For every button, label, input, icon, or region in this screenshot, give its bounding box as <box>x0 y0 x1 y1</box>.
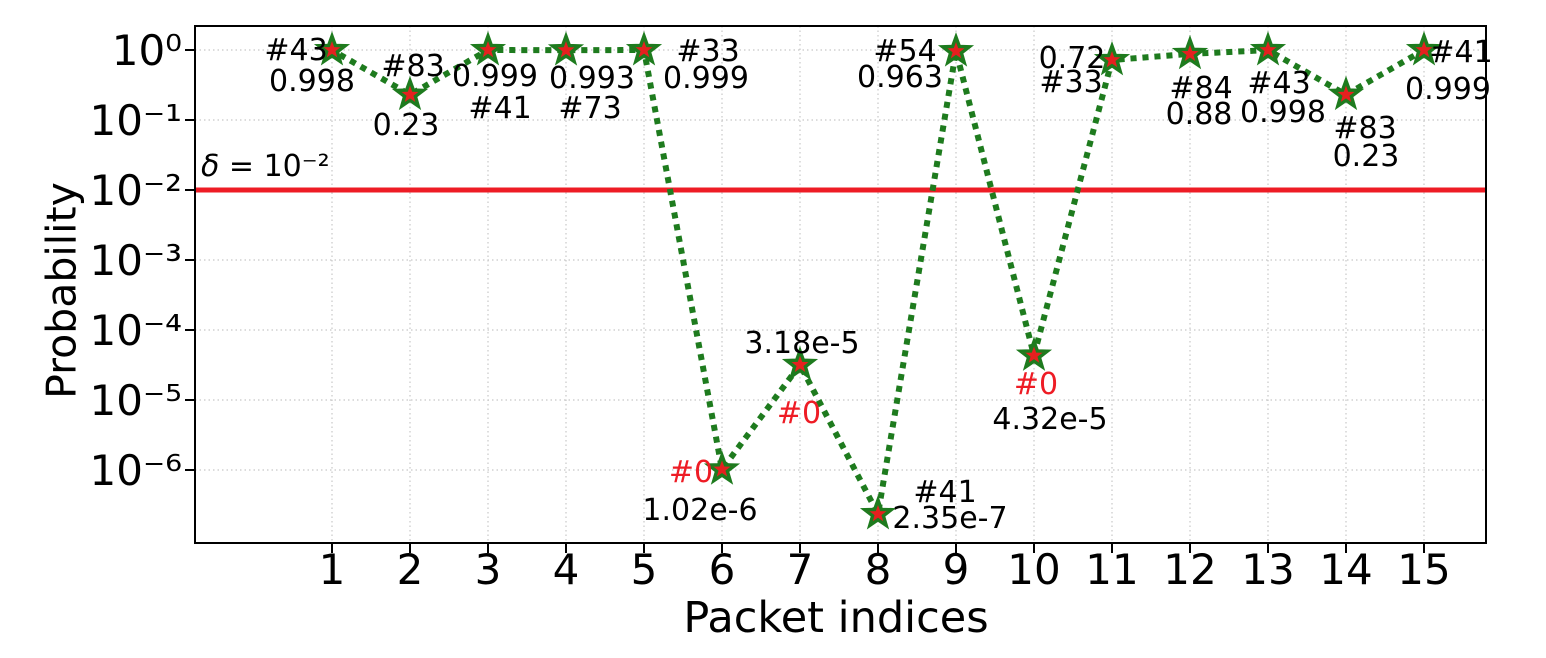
y-tick-label: 10⁻² <box>90 166 182 215</box>
point-value-annotation: 0.23 <box>1333 139 1400 174</box>
point-value-annotation: 0.999 <box>452 59 538 94</box>
point-value-annotation: 0.88 <box>1166 97 1233 132</box>
point-id-annotation: #83 <box>381 49 444 84</box>
x-tick-label: 15 <box>1397 545 1450 594</box>
x-tick-label: 3 <box>475 545 502 594</box>
point-value-annotation: 0.998 <box>1240 95 1326 130</box>
point-id-annotation: #43 <box>264 33 327 68</box>
point-id-annotation: #0 <box>777 396 821 431</box>
star-marker <box>1171 34 1209 70</box>
point-annotations: #430.998 #830.23 #410.999#730.993#330.999#… <box>264 33 1492 536</box>
y-tick-label: 10⁻⁶ <box>90 446 182 495</box>
point-value-annotation: 0.72 <box>1039 41 1106 76</box>
x-tick-label: 5 <box>631 545 658 594</box>
point-value-annotation: 0.999 <box>663 61 749 96</box>
delta-threshold-label: δ = 10⁻² <box>201 149 330 184</box>
star-marker <box>1249 31 1287 66</box>
star-marker <box>1327 75 1365 111</box>
y-tick-label: 10⁻⁵ <box>90 376 182 425</box>
point-id-annotation: #73 <box>558 91 621 126</box>
star-marker <box>937 32 975 67</box>
point-id-annotation: #41 <box>468 91 531 126</box>
x-tick-label: 4 <box>553 545 580 594</box>
star-marker <box>1015 336 1053 371</box>
probability-series-line <box>327 45 1429 524</box>
x-tick-label: 9 <box>943 545 970 594</box>
tick-labels: 1 2 3 4 5 6 7 8 9 10 11 12 13 14 1510⁰10⁻¹10⁻²10⁻³10⁻⁴… <box>90 26 1451 594</box>
x-tick-label: 10 <box>1007 545 1060 594</box>
x-tick-label: 1 <box>319 545 346 594</box>
x-axis-title: Packet indices <box>683 593 989 643</box>
plot-frame <box>194 25 1487 544</box>
point-id-annotation: #0 <box>1014 367 1058 402</box>
x-tick-label: 8 <box>865 545 892 594</box>
y-tick-label: 10⁻⁴ <box>90 306 182 355</box>
x-tick-label: 14 <box>1319 545 1372 594</box>
x-tick-label: 12 <box>1163 545 1216 594</box>
star-marker <box>1093 41 1131 76</box>
point-value-annotation: 0.999 <box>1405 72 1491 107</box>
point-id-annotation: #33 <box>676 34 739 69</box>
point-value-annotation: 0.963 <box>857 60 943 95</box>
point-value-annotation: 1.02e-6 <box>642 493 757 528</box>
x-tick-label: 7 <box>787 545 814 594</box>
point-value-annotation: 2.35e-7 <box>892 501 1007 536</box>
y-tick-label: 10⁻³ <box>90 236 182 285</box>
x-tick-label: 11 <box>1085 545 1138 594</box>
x-tick-label: 13 <box>1241 545 1294 594</box>
point-id-annotation: #54 <box>873 34 936 69</box>
point-id-annotation: #43 <box>1247 66 1310 101</box>
y-axis-title: Probability <box>37 182 86 399</box>
star-marker <box>781 345 819 381</box>
point-id-annotation: #41 <box>913 475 976 510</box>
star-marker <box>313 31 351 66</box>
data-point-markers <box>313 31 1443 530</box>
star-marker <box>391 75 429 111</box>
point-value-annotation: 4.32e-5 <box>992 402 1107 437</box>
point-value-annotation: 3.18e-5 <box>744 326 859 361</box>
point-value-annotation: 0.998 <box>269 64 355 99</box>
point-value-annotation: 0.993 <box>549 61 635 96</box>
point-value-annotation: 0.23 <box>373 108 440 143</box>
point-id-annotation: #0 <box>669 455 713 490</box>
star-marker <box>625 31 663 66</box>
point-id-annotation: #83 <box>1333 111 1396 146</box>
point-id-annotation: #33 <box>1039 65 1102 100</box>
point-id-annotation: #84 <box>1169 71 1232 106</box>
axis-ticks <box>185 49 1425 553</box>
star-marker <box>1405 31 1443 66</box>
x-tick-label: 6 <box>709 545 736 594</box>
x-tick-label: 2 <box>397 545 424 594</box>
y-tick-label: 10⁻¹ <box>90 96 182 145</box>
star-marker <box>703 450 741 485</box>
y-tick-label: 10⁰ <box>112 26 182 75</box>
star-marker <box>547 31 585 66</box>
star-marker <box>469 31 507 66</box>
point-id-annotation: #41 <box>1429 35 1492 70</box>
star-marker <box>859 495 897 530</box>
